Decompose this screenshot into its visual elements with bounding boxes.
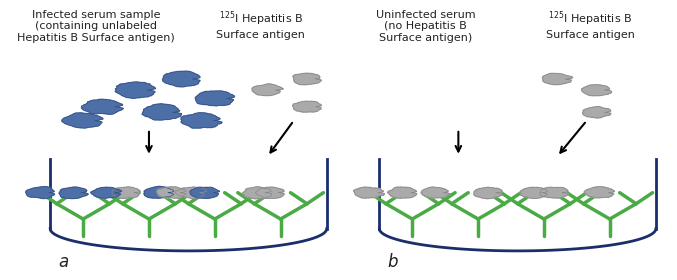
Polygon shape [584,187,615,198]
Polygon shape [582,107,611,118]
Polygon shape [256,187,284,198]
Polygon shape [422,187,450,198]
Polygon shape [175,187,206,199]
Text: a: a [58,253,68,271]
Polygon shape [242,187,272,199]
Polygon shape [115,82,156,98]
Text: Uninfected serum
(no Hepatitis B
Surface antigen): Uninfected serum (no Hepatitis B Surface… [376,10,475,43]
Text: b: b [387,253,398,271]
Polygon shape [144,186,174,198]
Polygon shape [387,187,417,198]
Polygon shape [162,71,200,87]
Polygon shape [62,113,103,128]
Polygon shape [520,187,548,198]
Polygon shape [292,101,322,112]
Polygon shape [142,104,182,120]
Polygon shape [112,187,140,198]
Polygon shape [582,85,611,96]
Polygon shape [181,113,222,128]
Polygon shape [190,187,219,198]
Polygon shape [474,187,502,199]
Polygon shape [252,84,284,96]
Polygon shape [542,73,573,85]
Polygon shape [353,187,385,198]
Polygon shape [59,187,88,199]
Polygon shape [195,91,235,106]
Polygon shape [293,73,322,85]
Text: Infected serum sample
(containing unlabeled
Hepatitis B Surface antigen): Infected serum sample (containing unlabe… [18,10,175,43]
Polygon shape [157,187,186,198]
Polygon shape [540,187,569,198]
Polygon shape [81,99,123,114]
Text: $^{125}$I Hepatitis B
Surface antigen: $^{125}$I Hepatitis B Surface antigen [217,10,305,40]
Polygon shape [26,186,54,199]
Text: $^{125}$I Hepatitis B
Surface antigen: $^{125}$I Hepatitis B Surface antigen [546,10,634,40]
Polygon shape [91,187,122,198]
